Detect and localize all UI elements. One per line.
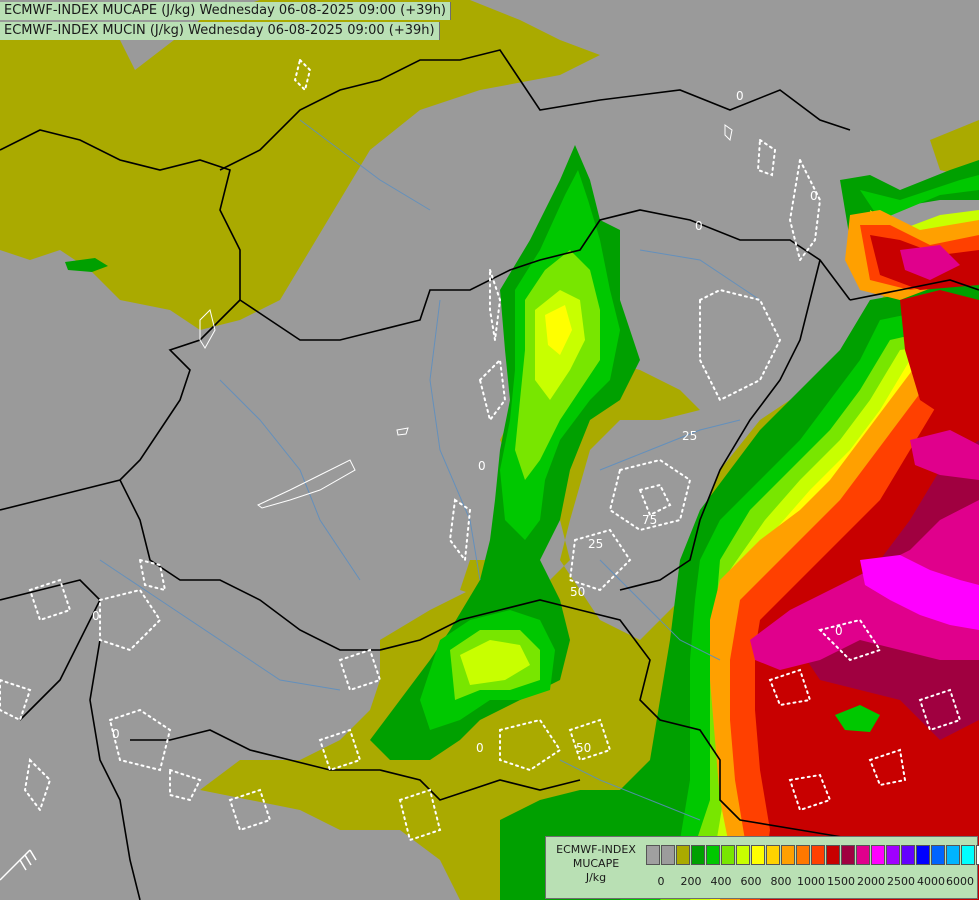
legend: ECMWF-INDEX MUCAPE J/kg 0 200 400 600 80… xyxy=(545,836,979,899)
legend-tick: 600 xyxy=(740,875,762,888)
legend-swatch xyxy=(676,845,690,865)
legend-swatch xyxy=(646,845,660,865)
contour-label: 0 xyxy=(695,219,703,233)
wind-barb-icon xyxy=(0,849,37,881)
rivers xyxy=(99,119,761,821)
legend-swatches xyxy=(646,845,979,865)
legend-swatch xyxy=(871,845,885,865)
contour-label: 25 xyxy=(682,429,697,443)
legend-swatch xyxy=(826,845,840,865)
legend-swatch xyxy=(811,845,825,865)
legend-swatch xyxy=(706,845,720,865)
cin-contour-labels: 0 0 0 0 0 0 25 25 50 50 75 0 0 xyxy=(92,89,843,755)
legend-swatch xyxy=(736,845,750,865)
legend-swatch xyxy=(751,845,765,865)
legend-swatch xyxy=(901,845,915,865)
contour-label: 50 xyxy=(576,741,591,755)
legend-tick: 400 xyxy=(710,875,732,888)
legend-tick: 4000 xyxy=(917,875,945,888)
legend-title-unit: J/kg xyxy=(585,871,607,884)
legend-title: ECMWF-INDEX MUCAPE J/kg xyxy=(548,843,644,885)
legend-tick: 800 xyxy=(770,875,792,888)
header-mucin: ECMWF-INDEX MUCIN (J/kg) Wednesday 06-08… xyxy=(0,22,440,40)
green-patch xyxy=(835,705,880,732)
legend-swatch xyxy=(661,845,675,865)
legend-swatch xyxy=(766,845,780,865)
contour-label: 50 xyxy=(570,585,585,599)
legend-tick: 2500 xyxy=(887,875,915,888)
country-borders xyxy=(0,49,979,900)
legend-swatch xyxy=(796,845,810,865)
legend-swatch xyxy=(961,845,975,865)
legend-tick: 2000 xyxy=(857,875,885,888)
contour-label: 0 xyxy=(112,727,120,741)
legend-tick: 6000 xyxy=(946,875,974,888)
contour-label: 0 xyxy=(476,741,484,755)
contour-label: 0 xyxy=(92,609,100,623)
legend-title-model: ECMWF-INDEX xyxy=(556,843,636,856)
magenta-field xyxy=(750,245,979,670)
contour-label: 25 xyxy=(588,537,603,551)
legend-swatch xyxy=(856,845,870,865)
legend-swatch xyxy=(691,845,705,865)
cin-contours xyxy=(0,58,962,842)
contour-label: 0 xyxy=(478,459,486,473)
legend-swatch xyxy=(916,845,930,865)
contour-label: 75 xyxy=(642,513,657,527)
contour-label: 0 xyxy=(810,189,818,203)
legend-swatch xyxy=(841,845,855,865)
legend-swatch xyxy=(946,845,960,865)
legend-swatch xyxy=(931,845,945,865)
contour-label: 0 xyxy=(736,89,744,103)
legend-tick: 1500 xyxy=(827,875,855,888)
legend-tick: 1000 xyxy=(797,875,825,888)
header-mucape: ECMWF-INDEX MUCAPE (J/kg) Wednesday 06-0… xyxy=(0,2,451,20)
lakes xyxy=(199,124,733,509)
legend-tick: 0 xyxy=(657,875,665,888)
legend-swatch xyxy=(976,845,979,865)
contour-label: 0 xyxy=(835,624,843,638)
bright-magenta-field xyxy=(860,555,979,630)
legend-swatch xyxy=(721,845,735,865)
legend-swatch xyxy=(886,845,900,865)
legend-title-parameter: MUCAPE xyxy=(572,857,620,870)
legend-tick: 200 xyxy=(680,875,702,888)
legend-swatch xyxy=(781,845,795,865)
